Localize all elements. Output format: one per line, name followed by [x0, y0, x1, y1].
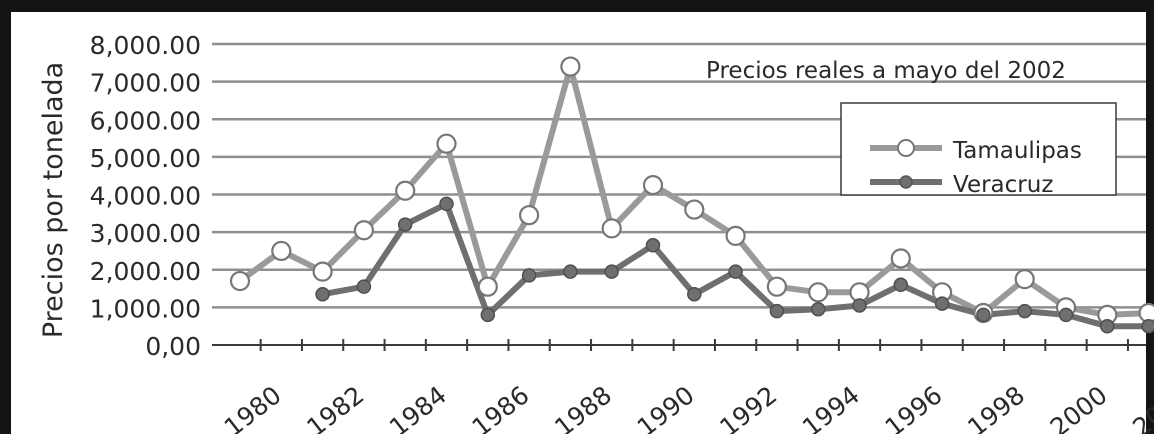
- data-point-tamaulipas: [601, 218, 622, 239]
- data-point-veracruz: [397, 217, 413, 232]
- data-point-tamaulipas: [808, 282, 829, 303]
- data-point-tamaulipas: [684, 199, 705, 220]
- frame-top: [0, 0, 1154, 12]
- data-point-tamaulipas: [1014, 269, 1035, 290]
- y-tick-labels: 0,00 1,000.00 2,000.00 3,000.00 4,000.00 5,00…: [90, 31, 201, 361]
- y-tick-label: 7,000.00: [90, 69, 201, 98]
- legend-label-veracruz: Veracruz: [953, 172, 1053, 198]
- y-tick-label: 0,00: [145, 332, 201, 361]
- data-point-veracruz: [976, 307, 991, 323]
- data-point-tamaulipas: [436, 133, 457, 154]
- data-point-tamaulipas: [766, 276, 788, 297]
- legend-label-tamaulipas: Tamaulipas: [952, 138, 1082, 164]
- data-point-veracruz: [315, 286, 330, 302]
- data-point-veracruz: [439, 196, 454, 212]
- axes: [212, 339, 1146, 351]
- data-point-tamaulipas: [560, 56, 581, 77]
- data-point-veracruz: [1141, 318, 1154, 334]
- data-point-veracruz: [687, 286, 702, 302]
- legend: Tamaulipas Veracruz: [840, 102, 1117, 198]
- data-point-veracruz: [356, 279, 372, 294]
- data-point-veracruz: [480, 307, 496, 323]
- data-point-tamaulipas: [725, 225, 746, 246]
- frame-left: [0, 0, 11, 434]
- data-point-veracruz: [1058, 307, 1074, 323]
- y-tick-label: 1,000.00: [90, 294, 201, 323]
- series-lines: [229, 56, 1154, 334]
- legend-marker-tamaulipas: [897, 139, 915, 157]
- data-point-veracruz: [893, 277, 909, 293]
- legend-marker-veracruz: [899, 175, 913, 189]
- y-tick-label: 2,000.00: [90, 257, 201, 286]
- frame-right: [1146, 0, 1154, 434]
- chart-annotation: Precios reales a mayo del 2002: [706, 58, 1066, 84]
- data-point-veracruz: [1100, 318, 1115, 334]
- data-point-tamaulipas: [312, 261, 333, 282]
- data-point-tamaulipas: [477, 276, 498, 297]
- y-tick-label: 4,000.00: [90, 182, 201, 211]
- data-point-tamaulipas: [271, 240, 292, 262]
- data-point-veracruz: [1017, 303, 1032, 319]
- data-point-veracruz: [563, 264, 578, 279]
- data-point-veracruz: [604, 264, 619, 279]
- data-point-veracruz: [934, 296, 950, 311]
- data-point-veracruz: [852, 298, 867, 313]
- y-tick-label: 5,000.00: [90, 144, 201, 173]
- data-point-veracruz: [728, 264, 743, 279]
- data-point-tamaulipas: [518, 205, 540, 226]
- data-point-veracruz: [521, 268, 537, 283]
- data-point-veracruz: [769, 303, 785, 319]
- y-tick-label: 3,000.00: [90, 219, 201, 248]
- y-axis-label: Precios por tonelada: [38, 62, 69, 338]
- data-point-veracruz: [645, 238, 661, 253]
- data-point-tamaulipas: [395, 180, 416, 201]
- data-point-tamaulipas: [642, 174, 664, 196]
- data-point-tamaulipas: [229, 270, 251, 292]
- y-tick-label: 6,000.00: [90, 106, 201, 135]
- data-point-tamaulipas: [890, 248, 911, 269]
- y-tick-label: 8,000.00: [90, 31, 201, 60]
- data-point-veracruz: [810, 302, 826, 317]
- data-point-tamaulipas: [353, 220, 374, 241]
